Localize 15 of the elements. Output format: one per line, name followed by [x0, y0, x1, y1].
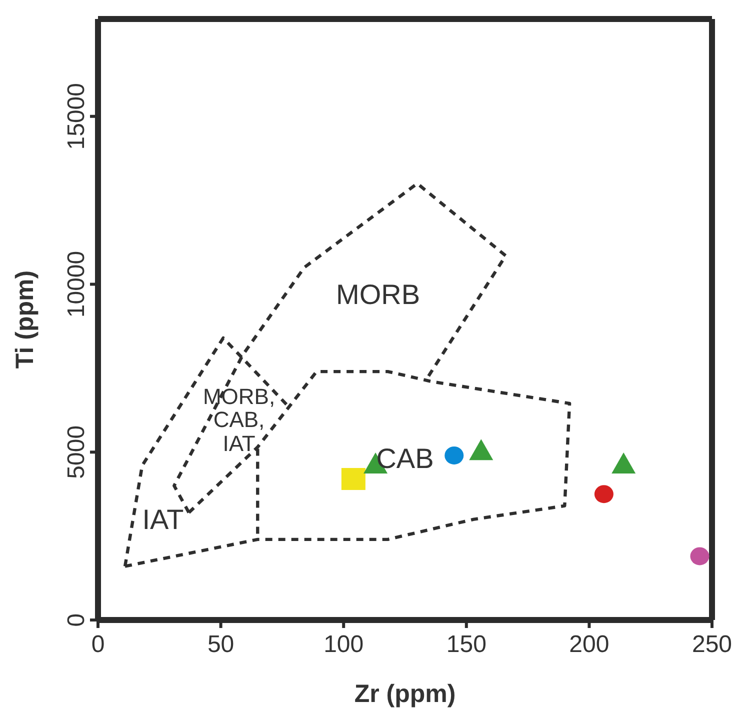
y-axis-title: Ti (ppm): [10, 270, 39, 369]
annotation: MORB, CAB, IAT: [202, 384, 276, 456]
x-tick-label: 200: [569, 631, 610, 658]
annotation: MORB: [335, 279, 421, 310]
x-tick-label: 100: [324, 631, 364, 658]
y-tick-label: 10000: [63, 250, 90, 318]
annotation: CAB: [375, 443, 435, 474]
y-tick-label: 5000: [63, 425, 90, 479]
x-tick-label: 150: [446, 631, 486, 658]
y-tick-label: 0: [63, 613, 90, 627]
x-axis-title: Zr (ppm): [354, 680, 456, 708]
annotation: IAT: [141, 504, 185, 536]
y-tick-label: 15000: [63, 82, 90, 150]
x-tick-label: 50: [207, 631, 234, 658]
x-tick-label: 250: [692, 631, 732, 658]
